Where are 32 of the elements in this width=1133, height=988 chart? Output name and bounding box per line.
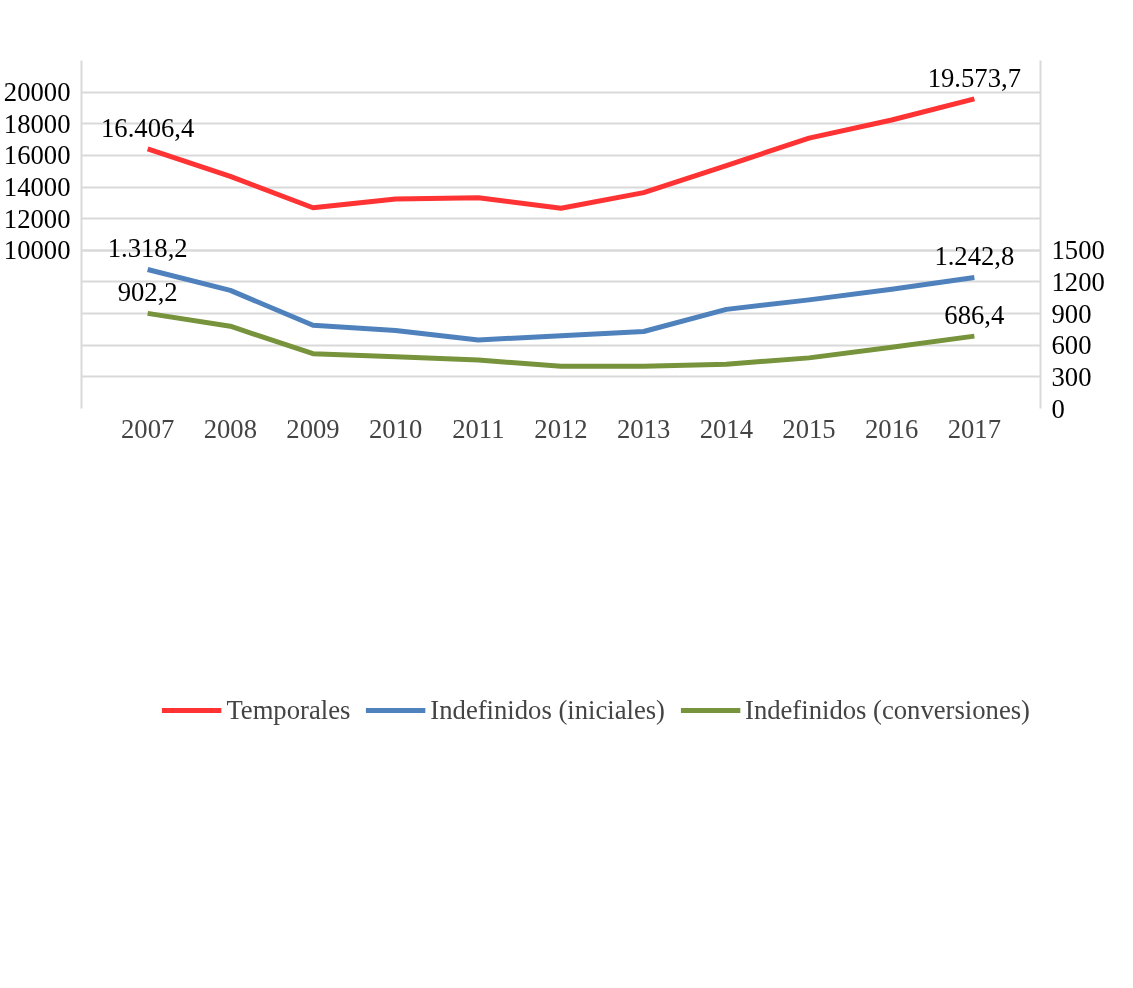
x-tick-label: 2007: [120, 413, 175, 444]
y2-tick-label: 1500: [1051, 235, 1105, 266]
legend-label: Indefinidos (iniciales): [430, 694, 665, 726]
y2-tick-label: 900: [1051, 298, 1092, 329]
y-tick-label: 20000: [3, 77, 71, 108]
y2-tick-label: 1200: [1051, 266, 1105, 297]
y-tick-label: 12000: [3, 203, 71, 234]
y2-tick-label: 300: [1051, 361, 1092, 392]
data-label: 19.573,7: [927, 62, 1022, 93]
data-label: 1.242,8: [934, 241, 1015, 272]
legend-label: Indefinidos (conversiones): [745, 694, 1030, 726]
y-tick-label: 16000: [3, 140, 71, 171]
y-tick-label: 18000: [3, 108, 71, 139]
data-label: 16.406,4: [100, 112, 195, 143]
x-tick-label: 2015: [782, 413, 836, 444]
x-tick-label: 2009: [286, 413, 340, 444]
data-label: 1.318,2: [107, 233, 188, 264]
x-tick-label: 2010: [369, 413, 423, 444]
y2-tick-label: 0: [1051, 393, 1065, 424]
legend-label: Temporales: [226, 694, 351, 726]
y2-tick-label: 600: [1051, 330, 1092, 361]
data-label: 902,2: [117, 277, 178, 308]
x-tick-label: 2017: [947, 413, 1002, 444]
x-tick-label: 2012: [534, 413, 588, 444]
x-tick-label: 2008: [203, 413, 257, 444]
x-tick-label: 2016: [865, 413, 919, 444]
x-tick-label: 2011: [452, 413, 505, 444]
x-tick-label: 2014: [699, 413, 753, 444]
x-tick-label: 2013: [617, 413, 671, 444]
y-tick-label: 14000: [3, 172, 71, 203]
y-tick-label: 10000: [3, 235, 71, 266]
data-label: 686,4: [944, 300, 1005, 331]
